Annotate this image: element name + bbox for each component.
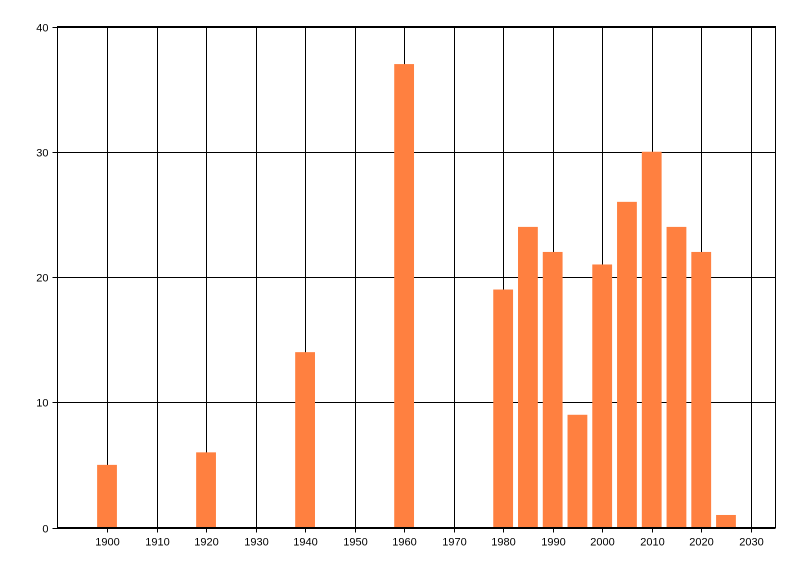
- bar-2010: [641, 151, 662, 528]
- x-tick-label-1920: 1920: [194, 537, 218, 549]
- x-tick-label-1930: 1930: [244, 537, 268, 549]
- x-tick-label-1960: 1960: [392, 537, 416, 549]
- x-tick-label-2020: 2020: [689, 537, 713, 549]
- bar-1960: [394, 64, 415, 528]
- bar-1940: [295, 352, 315, 528]
- x-tick-label-1970: 1970: [442, 537, 466, 549]
- bar-1980: [493, 289, 514, 528]
- axes: [57, 26, 776, 528]
- bar-1985: [518, 226, 538, 528]
- x-tick-label-1940: 1940: [293, 537, 317, 549]
- x-tick-label-1900: 1900: [95, 537, 119, 549]
- x-tick-label-2010: 2010: [640, 537, 664, 549]
- bar-1995: [567, 414, 588, 528]
- bars: [97, 64, 736, 528]
- bar-2005: [617, 201, 637, 528]
- bar-1990: [542, 251, 563, 528]
- bar-2015: [666, 226, 687, 528]
- y-tick-label-20: 20: [36, 273, 48, 285]
- x-tick-label-2030: 2030: [739, 537, 763, 549]
- bar-2025: [716, 514, 736, 528]
- y-tick-label-0: 0: [42, 524, 48, 536]
- x-tick-label-1980: 1980: [491, 537, 515, 549]
- y-tick-label-30: 30: [36, 148, 48, 160]
- y-tick-label-40: 40: [36, 23, 48, 35]
- x-tick-label-2000: 2000: [590, 537, 614, 549]
- y-tick-label-10: 10: [36, 398, 48, 410]
- bar-1900: [97, 464, 117, 528]
- bar-2020: [691, 251, 712, 528]
- x-tick-label-1990: 1990: [541, 537, 565, 549]
- bar-1920: [196, 452, 216, 528]
- x-tick-label-1950: 1950: [343, 537, 367, 549]
- plot-frame: [57, 26, 776, 528]
- bar-2000: [592, 264, 613, 528]
- x-tick-label-1910: 1910: [145, 537, 169, 549]
